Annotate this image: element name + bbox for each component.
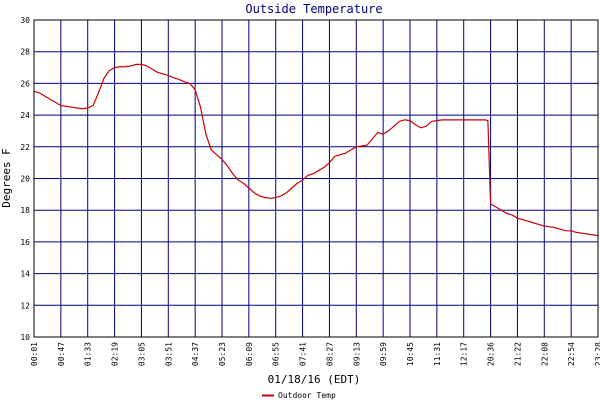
x-tick-label: 01:33 xyxy=(84,342,93,366)
y-axis-label: Degrees F xyxy=(0,148,13,208)
x-tick-label: 09:13 xyxy=(352,342,361,366)
legend-label: Outdoor Temp xyxy=(278,391,336,400)
x-tick-label: 05:23 xyxy=(218,342,227,366)
y-tick-label: 30 xyxy=(20,16,30,25)
x-tick-label: 09:59 xyxy=(379,342,388,366)
y-tick-label: 12 xyxy=(20,301,30,310)
x-tick-label: 12:17 xyxy=(460,342,469,366)
x-tick-labels: 00:01 00:47 01:33 02:19 03:05 03:51 04:37 05:23… xyxy=(30,342,600,366)
x-tick-label: 06:55 xyxy=(272,342,281,366)
x-tick-label: 22:08 xyxy=(540,342,549,366)
y-tick-label: 18 xyxy=(20,206,30,215)
y-tick-label: 26 xyxy=(20,79,30,88)
y-tick-label: 28 xyxy=(20,48,30,57)
y-tick-labels: 10 12 14 16 18 20 22 24 26 28 30 xyxy=(20,16,30,342)
chart-title: Outside Temperature xyxy=(245,2,382,16)
y-tick-label: 10 xyxy=(20,333,30,342)
x-tick-label: 06:09 xyxy=(245,342,254,366)
legend: Outdoor Temp xyxy=(262,391,336,400)
x-tick-label: 21:22 xyxy=(513,342,522,366)
y-tick-label: 24 xyxy=(20,111,30,120)
x-tick-label: 02:19 xyxy=(111,342,120,366)
x-tick-label: 11:31 xyxy=(433,342,442,366)
x-tick-label: 10:45 xyxy=(406,342,415,366)
outdoor-temp-line xyxy=(33,63,599,237)
x-tick-label: 00:47 xyxy=(57,342,66,366)
x-tick-label: 03:51 xyxy=(164,342,173,366)
y-tick-label: 16 xyxy=(20,238,30,247)
y-tick-label: 20 xyxy=(20,175,30,184)
x-tick-label: 08:27 xyxy=(325,342,334,366)
x-tick-label: 07:41 xyxy=(299,342,308,366)
x-tick-label: 23:28 xyxy=(594,342,600,366)
plot-border xyxy=(33,19,599,338)
x-tick-label: 03:05 xyxy=(137,342,146,366)
x-axis-label: 01/18/16 (EDT) xyxy=(268,373,361,386)
x-tick-label: 22:54 xyxy=(567,342,576,366)
y-tick-label: 14 xyxy=(20,270,30,279)
y-tick-label: 22 xyxy=(20,143,30,152)
x-tick-label: 20:36 xyxy=(487,342,496,366)
x-tick-label: 00:01 xyxy=(30,342,39,366)
x-tick-label: 04:37 xyxy=(191,342,200,366)
